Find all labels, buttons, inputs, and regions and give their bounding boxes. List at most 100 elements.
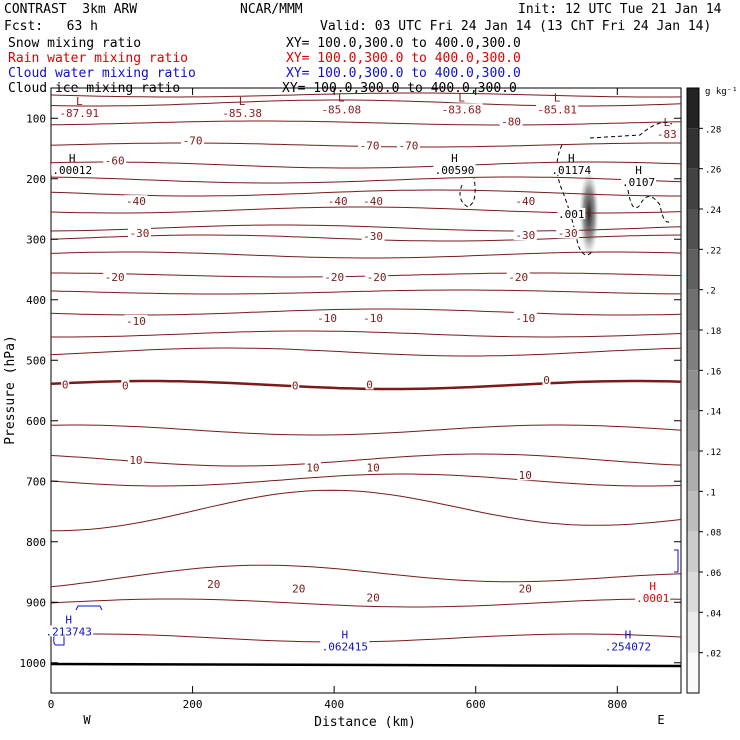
y-tick-label: 1000 — [20, 657, 47, 670]
colorbar-segment — [687, 88, 699, 129]
contour-label-bg — [181, 134, 205, 146]
extremum-value: .00012 — [52, 164, 92, 177]
contour-label: 0 — [122, 380, 129, 393]
x-axis: 0 200 400 600 800 — [48, 88, 627, 711]
field-snow-label: Snow mixing ratio — [8, 36, 142, 51]
contour-label: -30 — [130, 227, 150, 240]
contour-label-bg — [61, 378, 70, 390]
field-snow-xy: XY= 100.0,300.0 to 400.0,300.0 — [286, 36, 521, 51]
colorbar-tick-label: .08 — [705, 529, 721, 539]
contour-label-bg — [103, 270, 127, 282]
extremum-mark: L — [239, 95, 246, 108]
contour-label: 20 — [292, 582, 305, 595]
contour-label-bg — [513, 229, 537, 241]
contour-label: 10 — [366, 461, 379, 474]
extremum-bg — [656, 128, 678, 140]
contour-label: -40 — [126, 195, 146, 208]
contour-label-bg — [513, 195, 537, 207]
isotherm — [51, 161, 681, 169]
extremum-bg — [536, 103, 579, 115]
x-tick-label: 400 — [324, 698, 344, 711]
extremum-value: -83 — [657, 128, 677, 141]
y-tick-label: 900 — [26, 596, 46, 609]
contour-label-bg — [326, 195, 350, 207]
isotherm — [51, 99, 681, 107]
extremum-value: -85.81 — [537, 103, 577, 116]
colorbar-tick-label: .06 — [705, 569, 721, 579]
cloud-ice-shading — [579, 173, 599, 263]
contour-label: -30 — [558, 227, 578, 240]
colorbar-segment — [687, 652, 699, 693]
contour-label: -70 — [360, 139, 380, 152]
contour-label-bg — [361, 230, 385, 242]
field-cloudwater-label: Cloud water mixing ratio — [8, 66, 196, 81]
y-tick-label: 600 — [26, 415, 46, 428]
x-axis-label: Distance (km) — [314, 715, 416, 730]
isotherm — [51, 489, 681, 532]
contour-label: -10 — [126, 315, 146, 328]
contour-label-bg — [304, 461, 321, 473]
colorbar-units: g kg⁻¹ — [705, 87, 738, 97]
contour-label: -40 — [328, 195, 348, 208]
contour-label-bg — [205, 578, 222, 590]
extrema-labels: L-87.91L-85.38L-85.08L-83.68L-85.81L-83H… — [44, 91, 678, 654]
extremum-value: .0001 — [636, 592, 669, 605]
contour-label-bg — [499, 115, 523, 127]
east-label: E — [657, 713, 664, 727]
contour-label-bg — [365, 591, 382, 603]
contour-label-bg — [127, 454, 144, 466]
contour-label: -40 — [515, 195, 535, 208]
isotherm — [51, 424, 681, 436]
contour-label: -20 — [105, 271, 125, 284]
field-cloudwater-xy: XY= 100.0,300.0 to 400.0,300.0 — [286, 66, 521, 81]
colorbar-segment — [687, 370, 699, 411]
contour-label: 10 — [519, 469, 532, 482]
y-axis-label: Pressure (hPa) — [3, 335, 18, 445]
plot-frame — [50, 87, 682, 694]
extremum-mark: H — [568, 152, 575, 165]
extremum-mark: H — [341, 629, 348, 642]
cloud-ice-contour-b — [589, 121, 673, 139]
contour-label-bg — [291, 379, 300, 391]
colorbar-segment — [687, 330, 699, 371]
colorbar-tick-label: .1 — [705, 488, 716, 498]
colorbar-frame — [686, 87, 700, 694]
contour-label: -30 — [363, 230, 383, 243]
contour-label-bg — [365, 270, 389, 282]
x-tick-label: 800 — [607, 698, 627, 711]
isotherm — [51, 598, 681, 608]
contour-label: 0 — [292, 380, 299, 393]
contour-label-bg — [315, 311, 339, 323]
contour-label: -80 — [501, 115, 521, 128]
colorbar-segment — [687, 451, 699, 492]
contour-label: 20 — [519, 582, 532, 595]
colorbar-tick-label: .28 — [705, 125, 721, 135]
extremum-mark: H — [65, 613, 72, 626]
extremum-bg — [433, 163, 476, 175]
extremum-value: .00590 — [435, 164, 475, 177]
cloud-ice-contour-d — [627, 189, 673, 223]
contour-labels: -60 -70 -70 -70 -80 -40 -40 -40 -40 -30 -30 -30 -30 -… — [61, 115, 580, 604]
contour-label: 0 — [543, 374, 550, 387]
contour-label-bg — [121, 379, 130, 391]
contour-label-bg — [513, 311, 537, 323]
isotherm — [51, 473, 681, 487]
contour-label: 20 — [207, 578, 220, 591]
y-tick-label: 500 — [26, 354, 46, 367]
extremum-mark: L — [554, 91, 561, 104]
init-time: Init: 12 UTC Tue 21 Jan 14 — [518, 2, 722, 17]
colorbar-segment — [687, 249, 699, 290]
colorbar-segment — [687, 168, 699, 209]
temperature-contours — [51, 92, 681, 643]
extremum-bg — [320, 103, 363, 115]
contour-label-bg — [124, 314, 148, 326]
field-rain-xy: XY= 100.0,300.0 to 400.0,300.0 — [286, 51, 521, 66]
colorbar-segment — [687, 410, 699, 451]
extremum-mark: L — [664, 116, 671, 129]
contour-label-bg — [506, 270, 530, 282]
contour-label: -40 — [363, 195, 383, 208]
colorbar-segment — [687, 491, 699, 532]
extremum-value: -87.91 — [59, 107, 99, 120]
